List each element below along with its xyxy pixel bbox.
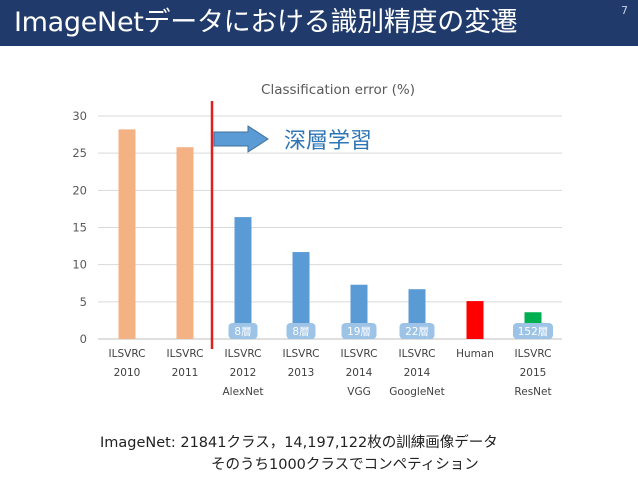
- footnote-line-2: そのうち1000クラスでコンペティション: [211, 457, 479, 473]
- slide-title: ImageNetデータにおける識別精度の変遷: [14, 7, 518, 38]
- slide-page-number: 7: [621, 4, 628, 17]
- deep-learning-label: 深層学習: [284, 129, 372, 154]
- x-category-label: ILSVRC: [283, 348, 320, 360]
- x-category-label: ILSVRC: [515, 348, 552, 360]
- bar-2: [176, 147, 194, 339]
- layer-badge: [399, 323, 435, 339]
- layer-badge-label: 8層: [234, 326, 251, 338]
- x-category-label: ILSVRC: [167, 348, 204, 360]
- bar-7: [466, 301, 484, 339]
- x-category-label: Human: [456, 348, 494, 360]
- x-category-label: AlexNet: [222, 386, 263, 398]
- x-category-label: VGG: [347, 386, 370, 398]
- deep-learning-arrow: [213, 125, 269, 153]
- x-category-label: 2010: [114, 367, 141, 379]
- x-category-label: ILSVRC: [341, 348, 378, 360]
- layer-badge-label: 152層: [518, 326, 549, 338]
- x-category-label: GoogleNet: [389, 386, 444, 398]
- x-category-label: ILSVRC: [109, 348, 146, 360]
- bar-1: [118, 129, 136, 339]
- x-category-label: 2013: [288, 367, 315, 379]
- error-rate-bar-chart: Classification error (%) 0 5 10 15 20 25 30 8層 8層…: [72, 82, 562, 398]
- y-tick-label: 0: [80, 332, 87, 346]
- x-category-label: ResNet: [514, 386, 551, 398]
- layer-badge-label: 19層: [347, 326, 371, 338]
- title-bar: ImageNetデータにおける識別精度の変遷 7: [0, 0, 638, 46]
- layer-badge-label: 8層: [292, 326, 309, 338]
- layer-badge: [286, 323, 316, 339]
- layer-badge: [513, 323, 553, 339]
- x-category-label: 2011: [172, 367, 199, 379]
- bar-4: [292, 252, 310, 339]
- y-tick-label: 20: [72, 183, 87, 197]
- layer-badge-label: 22層: [405, 326, 429, 338]
- y-tick-label: 15: [72, 221, 87, 235]
- x-category-label: 2015: [520, 367, 547, 379]
- bar-3: [234, 217, 252, 339]
- x-category-label: ILSVRC: [399, 348, 436, 360]
- y-tick-label: 30: [72, 109, 87, 123]
- x-category-label: 2014: [346, 367, 373, 379]
- chart-title: Classification error (%): [261, 82, 415, 98]
- layer-badge: [341, 323, 377, 339]
- x-category-label: 2012: [230, 367, 257, 379]
- x-category-label: ILSVRC: [225, 348, 262, 360]
- layer-badge: [228, 323, 258, 339]
- y-tick-label: 5: [80, 295, 87, 309]
- x-category-label: 2014: [404, 367, 431, 379]
- y-tick-label: 10: [72, 258, 87, 272]
- footnote-line-1: ImageNet: 21841クラス，14,197,122枚の訓練画像データ: [100, 435, 498, 451]
- y-tick-label: 25: [72, 146, 87, 160]
